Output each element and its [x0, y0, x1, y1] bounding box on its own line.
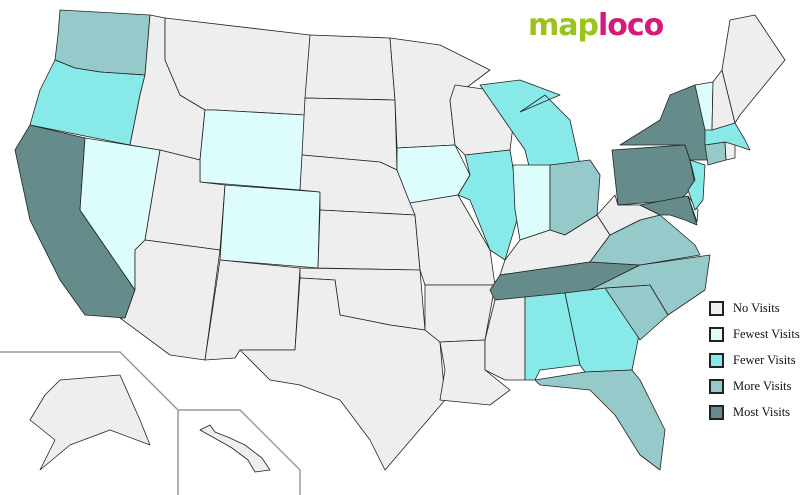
legend: No Visits Fewest Visits Fewer Visits Mor…: [709, 295, 800, 425]
state-me[interactable]: [721, 14, 786, 124]
state-co[interactable]: [219, 184, 321, 269]
state-nd[interactable]: [304, 34, 396, 101]
state-ct[interactable]: [704, 141, 727, 166]
legend-swatch: [709, 378, 724, 394]
legend-swatch: [709, 326, 724, 342]
legend-swatch: [709, 352, 724, 368]
state-ak[interactable]: [29, 374, 151, 471]
state-nm[interactable]: [204, 259, 301, 361]
legend-item-none: No Visits: [709, 295, 800, 321]
legend-item-most: Most Visits: [709, 399, 800, 425]
state-nj[interactable]: [687, 159, 706, 211]
hawaii-inset-border: [178, 409, 301, 495]
state-ms[interactable]: [484, 296, 526, 381]
legend-item-fewest: Fewest Visits: [709, 321, 800, 347]
state-wy[interactable]: [199, 109, 306, 191]
state-wa[interactable]: [54, 9, 151, 76]
state-az[interactable]: [119, 239, 221, 361]
state-in[interactable]: [512, 164, 551, 241]
maploco-logo: maploco: [528, 8, 664, 43]
state-ar[interactable]: [424, 284, 496, 343]
legend-swatch: [709, 404, 724, 420]
state-ma[interactable]: [704, 122, 751, 151]
legend-item-fewer: Fewer Visits: [709, 347, 800, 373]
alaska-inset-border: [0, 351, 179, 495]
legend-swatch: [709, 300, 724, 316]
state-ks[interactable]: [317, 209, 421, 271]
state-tx[interactable]: [239, 277, 446, 471]
state-fl[interactable]: [534, 369, 666, 471]
state-mi[interactable]: [479, 79, 581, 171]
legend-item-more: More Visits: [709, 373, 800, 399]
state-pa[interactable]: [611, 144, 696, 206]
state-hi[interactable]: [199, 424, 271, 473]
